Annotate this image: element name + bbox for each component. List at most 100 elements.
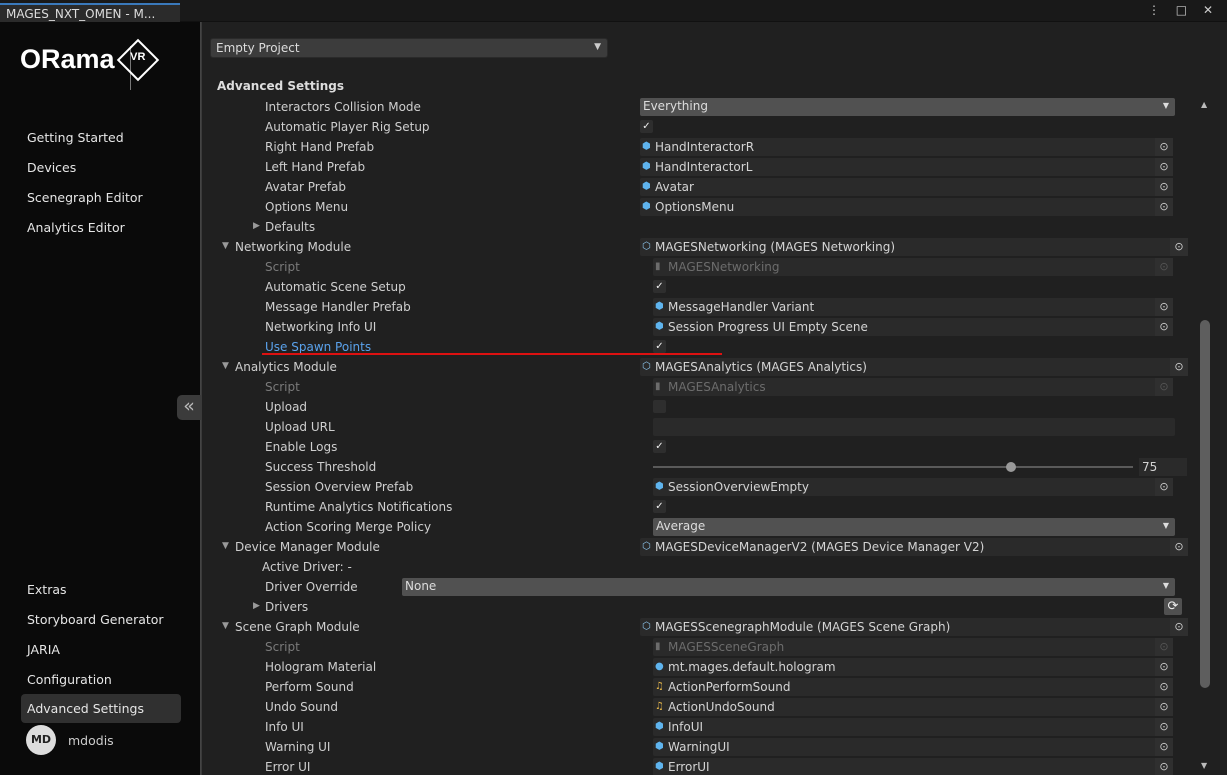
slider-handle[interactable] [1005, 462, 1016, 472]
sidebar-item-configuration[interactable]: Configuration [27, 672, 112, 687]
setting-label: Use Spawn Points [265, 340, 372, 354]
object-field[interactable]: ⬡ MAGESScenegraphModule (MAGES Scene Gra… [640, 618, 1188, 636]
scroll-up-icon[interactable]: ▲ [1201, 100, 1208, 109]
object-picker-icon[interactable]: ⊙ [1155, 298, 1173, 316]
object-picker-icon[interactable]: ⊙ [1155, 738, 1173, 756]
sidebar-item-advanced-settings[interactable]: Advanced Settings [21, 694, 181, 723]
close-icon[interactable]: ✕ [1202, 3, 1219, 17]
audio-icon: ♫ [655, 681, 664, 692]
object-picker-icon[interactable]: ⊙ [1155, 198, 1173, 216]
object-field[interactable]: ⬢ MessageHandler Variant ⊙ [653, 298, 1173, 316]
window-controls: ⋮ □ ✕ [1148, 3, 1219, 17]
setting-label: Automatic Scene Setup [265, 280, 406, 294]
setting-label[interactable]: Drivers [265, 600, 309, 614]
script-icon: ▮ [655, 641, 661, 652]
user-profile[interactable]: MD mdodis [26, 725, 114, 755]
setting-row-interactors-collision-mode: Interactors Collision Mode Everything ▼ [202, 98, 1202, 117]
object-field[interactable]: ⬢ HandInteractorR ⊙ [640, 138, 1173, 156]
chevron-down-icon: ▼ [1162, 521, 1169, 530]
maximize-icon[interactable]: □ [1175, 3, 1194, 17]
setting-label[interactable]: Scene Graph Module [235, 620, 360, 634]
prefab-icon: ⬢ [655, 321, 664, 332]
object-picker-icon: ⊙ [1155, 378, 1173, 396]
project-select[interactable]: Empty Project ▼ [210, 38, 608, 58]
object-picker-icon[interactable]: ⊙ [1155, 478, 1173, 496]
dropdown[interactable]: Average ▼ [653, 518, 1175, 536]
sidebar-item-devices[interactable]: Devices [27, 160, 77, 175]
setting-row-analytics-module: ▼ Analytics Module ⬡ MAGESAnalytics (MAGE… [202, 357, 1202, 377]
sidebar-item-storyboard-generator[interactable]: Storyboard Generator [27, 612, 164, 627]
object-picker-icon[interactable]: ⊙ [1155, 758, 1173, 775]
object-field[interactable]: ⬢ SessionOverviewEmpty ⊙ [653, 478, 1173, 496]
sidebar-item-scenegraph-editor[interactable]: Scenegraph Editor [27, 190, 143, 205]
checkbox[interactable]: ✓ [640, 120, 653, 133]
refresh-icon[interactable]: ⟳ [1164, 598, 1182, 615]
object-picker-icon[interactable]: ⊙ [1170, 358, 1188, 376]
setting-label: Session Overview Prefab [265, 480, 414, 494]
object-picker-icon[interactable]: ⊙ [1155, 138, 1173, 156]
collapse-sidebar-icon[interactable]: « [177, 395, 201, 420]
object-field[interactable]: ⬢ HandInteractorL ⊙ [640, 158, 1173, 176]
sidebar-item-jaria[interactable]: JARIA [27, 642, 60, 657]
foldout-open-icon[interactable]: ▼ [222, 361, 229, 371]
checkbox[interactable]: ✓ [653, 280, 666, 293]
object-field[interactable]: ⬡ MAGESAnalytics (MAGES Analytics) ⊙ [640, 358, 1188, 376]
setting-label[interactable]: Device Manager Module [235, 540, 380, 554]
foldout-open-icon[interactable]: ▼ [222, 541, 229, 551]
object-field[interactable]: ⬢ InfoUI ⊙ [653, 718, 1173, 736]
chevron-down-icon: ▼ [1162, 581, 1169, 590]
slider-track[interactable] [653, 466, 1133, 468]
object-picker-icon[interactable]: ⊙ [1155, 178, 1173, 196]
checkbox[interactable]: ✓ [653, 340, 666, 353]
object-field-value: WarningUI [668, 740, 730, 754]
slider[interactable]: 75 [653, 458, 1188, 476]
object-field[interactable]: ⬡ MAGESDeviceManagerV2 (MAGES Device Man… [640, 538, 1188, 556]
checkbox[interactable] [653, 400, 666, 413]
setting-label[interactable]: Analytics Module [235, 360, 337, 374]
foldout-open-icon[interactable]: ▼ [222, 621, 229, 631]
object-field[interactable]: ⬢ ErrorUI ⊙ [653, 758, 1173, 775]
window-tab[interactable]: MAGES_NXT_OMEN - M... [0, 3, 180, 22]
foldout-closed-icon[interactable]: ▶ [253, 221, 260, 231]
scrollbar-thumb[interactable] [1200, 320, 1210, 688]
setting-label[interactable]: Networking Module [235, 240, 352, 254]
object-field[interactable]: ⬡ MAGESNetworking (MAGES Networking) ⊙ [640, 238, 1188, 256]
object-field[interactable]: ⬢ OptionsMenu ⊙ [640, 198, 1173, 216]
logo-text: ORama [20, 44, 115, 74]
object-picker-icon[interactable]: ⊙ [1155, 158, 1173, 176]
object-picker-icon[interactable]: ⊙ [1170, 538, 1188, 556]
object-picker-icon[interactable]: ⊙ [1155, 658, 1173, 676]
checkbox[interactable]: ✓ [653, 500, 666, 513]
object-field-value: HandInteractorR [655, 140, 755, 154]
text-input[interactable] [653, 418, 1175, 436]
setting-label: Error UI [265, 760, 311, 774]
setting-label: Action Scoring Merge Policy [265, 520, 432, 534]
slider-value-input[interactable]: 75 [1139, 458, 1187, 476]
dropdown[interactable]: None ▼ [402, 578, 1175, 596]
setting-row-action-scoring-merge-policy: Action Scoring Merge Policy Average ▼ [202, 517, 1202, 537]
object-picker-icon[interactable]: ⊙ [1170, 618, 1188, 636]
setting-label[interactable]: Defaults [265, 220, 316, 234]
vertical-scrollbar[interactable]: ▲ ▼ [1198, 97, 1214, 775]
object-field[interactable]: ● mt.mages.default.hologram ⊙ [653, 658, 1173, 676]
object-picker-icon[interactable]: ⊙ [1155, 318, 1173, 336]
sidebar-item-extras[interactable]: Extras [27, 582, 67, 597]
object-field[interactable]: ⬢ Session Progress UI Empty Scene ⊙ [653, 318, 1173, 336]
object-field[interactable]: ♫ ActionUndoSound ⊙ [653, 698, 1173, 716]
dropdown[interactable]: Everything ▼ [640, 98, 1175, 116]
object-field[interactable]: ⬢ Avatar ⊙ [640, 178, 1173, 196]
object-field[interactable]: ⬢ WarningUI ⊙ [653, 738, 1173, 756]
object-field[interactable]: ♫ ActionPerformSound ⊙ [653, 678, 1173, 696]
menu-icon[interactable]: ⋮ [1147, 3, 1166, 17]
object-picker-icon[interactable]: ⊙ [1155, 718, 1173, 736]
object-picker-icon[interactable]: ⊙ [1155, 698, 1173, 716]
object-picker-icon[interactable]: ⊙ [1155, 678, 1173, 696]
scroll-down-icon[interactable]: ▼ [1201, 761, 1208, 770]
foldout-closed-icon[interactable]: ▶ [253, 601, 260, 611]
audio-icon: ♫ [655, 701, 664, 712]
object-picker-icon[interactable]: ⊙ [1170, 238, 1188, 256]
foldout-open-icon[interactable]: ▼ [222, 241, 229, 251]
sidebar-item-getting-started[interactable]: Getting Started [27, 130, 124, 145]
sidebar-item-analytics-editor[interactable]: Analytics Editor [27, 220, 125, 235]
checkbox[interactable]: ✓ [653, 440, 666, 453]
